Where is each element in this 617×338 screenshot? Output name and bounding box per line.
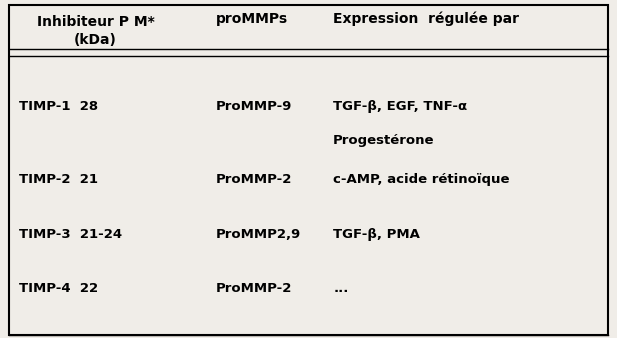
- Text: TIMP-4  22: TIMP-4 22: [19, 283, 97, 295]
- Text: TIMP-2  21: TIMP-2 21: [19, 173, 97, 186]
- Text: ProMMP2,9: ProMMP2,9: [216, 228, 301, 241]
- Text: TGF-β, EGF, TNF-α: TGF-β, EGF, TNF-α: [333, 100, 467, 113]
- Text: TIMP-3  21-24: TIMP-3 21-24: [19, 228, 122, 241]
- Text: ProMMP-2: ProMMP-2: [216, 173, 292, 186]
- Text: ProMMP-9: ProMMP-9: [216, 100, 292, 113]
- Text: Progestérone: Progestérone: [333, 134, 435, 147]
- Text: c-AMP, acide rétinoïque: c-AMP, acide rétinoïque: [333, 173, 510, 186]
- Text: TIMP-1  28: TIMP-1 28: [19, 100, 97, 113]
- Text: ProMMP-2: ProMMP-2: [216, 283, 292, 295]
- Text: proMMPs: proMMPs: [216, 12, 288, 26]
- Text: TGF-β, PMA: TGF-β, PMA: [333, 228, 420, 241]
- Text: Expression  régulée par: Expression régulée par: [333, 12, 519, 26]
- Text: Inhibiteur P M*
(kDa): Inhibiteur P M* (kDa): [37, 15, 154, 47]
- Text: ...: ...: [333, 283, 349, 295]
